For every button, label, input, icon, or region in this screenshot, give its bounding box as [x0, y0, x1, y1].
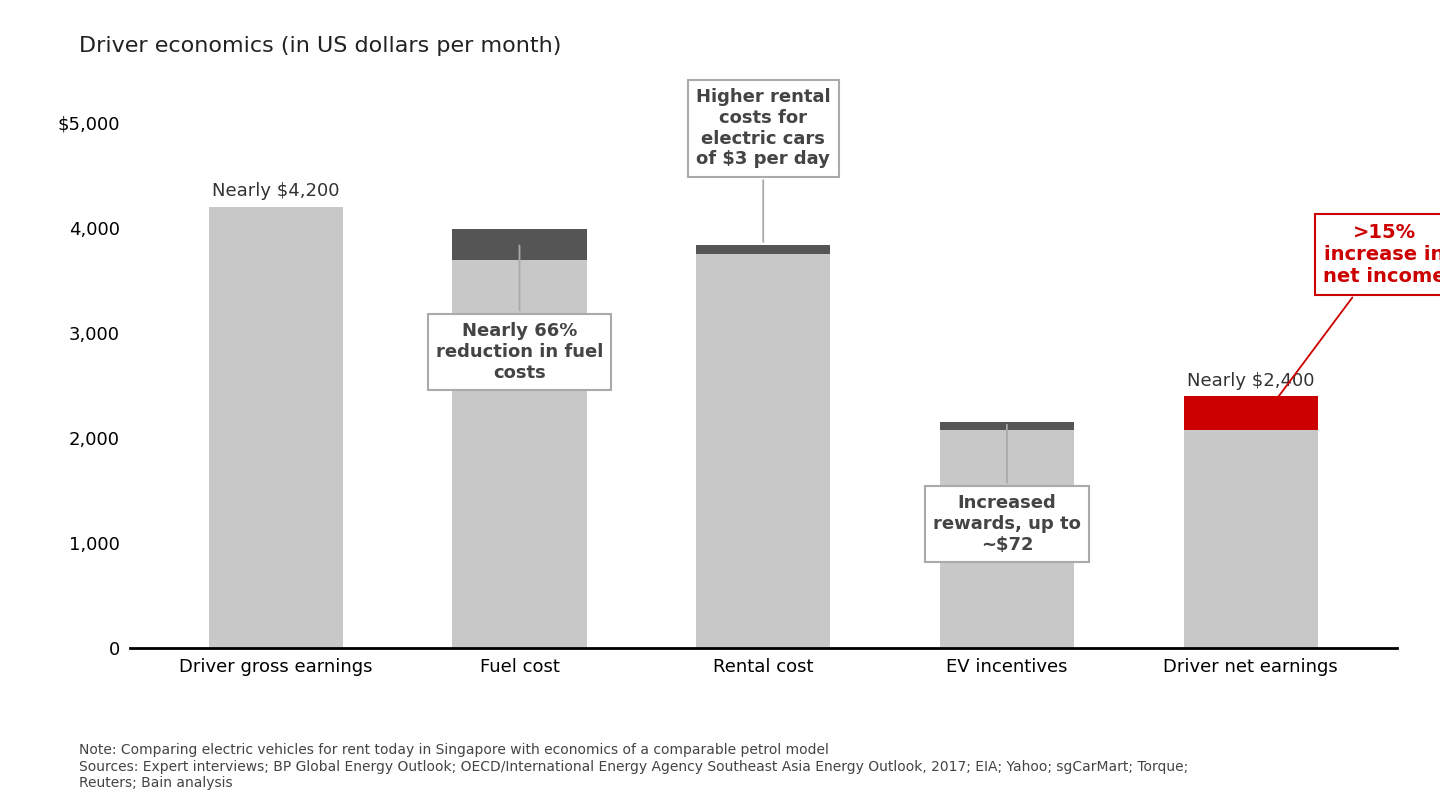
- Bar: [452, 259, 586, 648]
- Bar: [696, 254, 831, 648]
- Text: Nearly $4,200: Nearly $4,200: [212, 181, 340, 199]
- Bar: [209, 207, 343, 648]
- Bar: [452, 229, 586, 259]
- Bar: [1184, 396, 1318, 429]
- Bar: [940, 429, 1074, 648]
- Text: Higher rental
costs for
electric cars
of $3 per day: Higher rental costs for electric cars of…: [696, 88, 831, 242]
- Text: >15%
increase in
net income: >15% increase in net income: [1277, 223, 1440, 399]
- Text: Note: Comparing electric vehicles for rent today in Singapore with economics of : Note: Comparing electric vehicles for re…: [79, 744, 1188, 790]
- Bar: [696, 245, 831, 254]
- Text: Increased
rewards, up to
~$72: Increased rewards, up to ~$72: [933, 424, 1081, 554]
- Text: Driver economics (in US dollars per month): Driver economics (in US dollars per mont…: [79, 36, 562, 57]
- Text: Nearly $2,400: Nearly $2,400: [1187, 372, 1315, 390]
- Bar: [940, 422, 1074, 429]
- Bar: [1184, 429, 1318, 648]
- Text: Nearly 66%
reduction in fuel
costs: Nearly 66% reduction in fuel costs: [436, 245, 603, 382]
